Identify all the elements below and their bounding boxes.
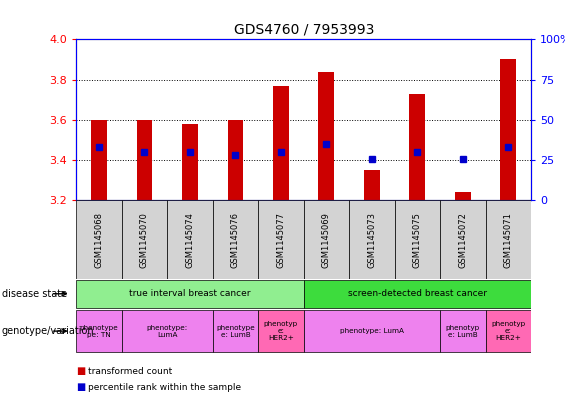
Text: screen-detected breast cancer: screen-detected breast cancer: [348, 289, 487, 298]
Text: GSM1145073: GSM1145073: [367, 212, 376, 268]
Bar: [213, 200, 258, 279]
Text: percentile rank within the sample: percentile rank within the sample: [88, 383, 241, 391]
Text: GSM1145074: GSM1145074: [185, 212, 194, 268]
Bar: [258, 200, 304, 279]
Text: transformed count: transformed count: [88, 367, 172, 376]
Text: genotype/variation: genotype/variation: [2, 326, 94, 336]
Text: disease state: disease state: [2, 289, 67, 299]
Bar: [122, 310, 213, 353]
Text: ■: ■: [76, 382, 85, 392]
Text: GSM1145069: GSM1145069: [322, 212, 331, 268]
Text: GSM1145070: GSM1145070: [140, 212, 149, 268]
Bar: [228, 120, 244, 200]
Text: phenotype:
LumA: phenotype: LumA: [146, 325, 188, 338]
Bar: [167, 200, 213, 279]
Bar: [349, 200, 395, 279]
Text: GSM1145071: GSM1145071: [504, 212, 513, 268]
Bar: [273, 86, 289, 200]
Bar: [440, 310, 486, 353]
Bar: [304, 280, 531, 308]
Text: true interval breast cancer: true interval breast cancer: [129, 289, 251, 298]
Bar: [137, 120, 153, 200]
Bar: [395, 200, 440, 279]
Bar: [76, 310, 122, 353]
Bar: [455, 192, 471, 200]
Bar: [440, 200, 486, 279]
Bar: [258, 310, 304, 353]
Text: phenotype: LumA: phenotype: LumA: [340, 328, 404, 334]
Text: phenotype
pe: TN: phenotype pe: TN: [80, 325, 119, 338]
Text: GSM1145075: GSM1145075: [413, 212, 422, 268]
Text: ■: ■: [76, 366, 85, 376]
Text: phenotyp
e:
HER2+: phenotyp e: HER2+: [264, 321, 298, 341]
Bar: [410, 94, 425, 200]
Bar: [91, 120, 107, 200]
Text: GSM1145068: GSM1145068: [94, 212, 103, 268]
Title: GDS4760 / 7953993: GDS4760 / 7953993: [233, 23, 374, 37]
Text: GSM1145072: GSM1145072: [458, 212, 467, 268]
Bar: [304, 310, 440, 353]
Text: phenotype
e: LumB: phenotype e: LumB: [216, 325, 255, 338]
Text: GSM1145077: GSM1145077: [276, 212, 285, 268]
Bar: [486, 310, 531, 353]
Text: GSM1145076: GSM1145076: [231, 212, 240, 268]
Text: phenotyp
e:
HER2+: phenotyp e: HER2+: [491, 321, 525, 341]
Bar: [182, 124, 198, 200]
Bar: [319, 72, 334, 200]
Bar: [122, 200, 167, 279]
Bar: [76, 200, 122, 279]
Bar: [76, 280, 304, 308]
Text: phenotyp
e: LumB: phenotyp e: LumB: [446, 325, 480, 338]
Bar: [304, 200, 349, 279]
Bar: [501, 59, 516, 200]
Bar: [213, 310, 258, 353]
Bar: [364, 170, 380, 200]
Bar: [486, 200, 531, 279]
